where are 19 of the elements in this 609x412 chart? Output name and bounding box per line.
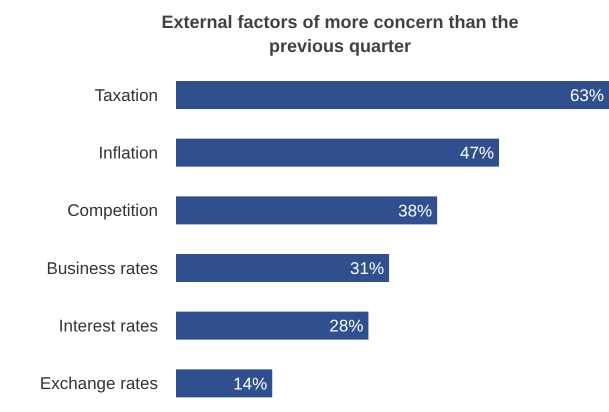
data-label: 38% (398, 201, 432, 220)
bar (176, 312, 368, 340)
data-label: 28% (329, 316, 364, 336)
bar (176, 196, 438, 224)
bar (176, 138, 500, 167)
data-label: 63% (570, 86, 604, 106)
y-tick-label: Taxation (94, 86, 158, 105)
y-tick-label: Inflation (98, 144, 158, 163)
y-tick-label: Interest rates (58, 316, 158, 336)
data-label: 31% (350, 259, 384, 278)
y-tick-label: Exchange rates (40, 374, 158, 394)
data-label: 14% (233, 374, 268, 394)
bar (176, 80, 609, 109)
y-tick-label: Competition (67, 201, 158, 220)
bar (176, 254, 390, 282)
chart-title: External factors of more concern than the previous quarter (160, 11, 520, 58)
y-tick-label: Business rates (46, 258, 158, 278)
data-label: 47% (460, 144, 494, 163)
bar (176, 369, 272, 398)
